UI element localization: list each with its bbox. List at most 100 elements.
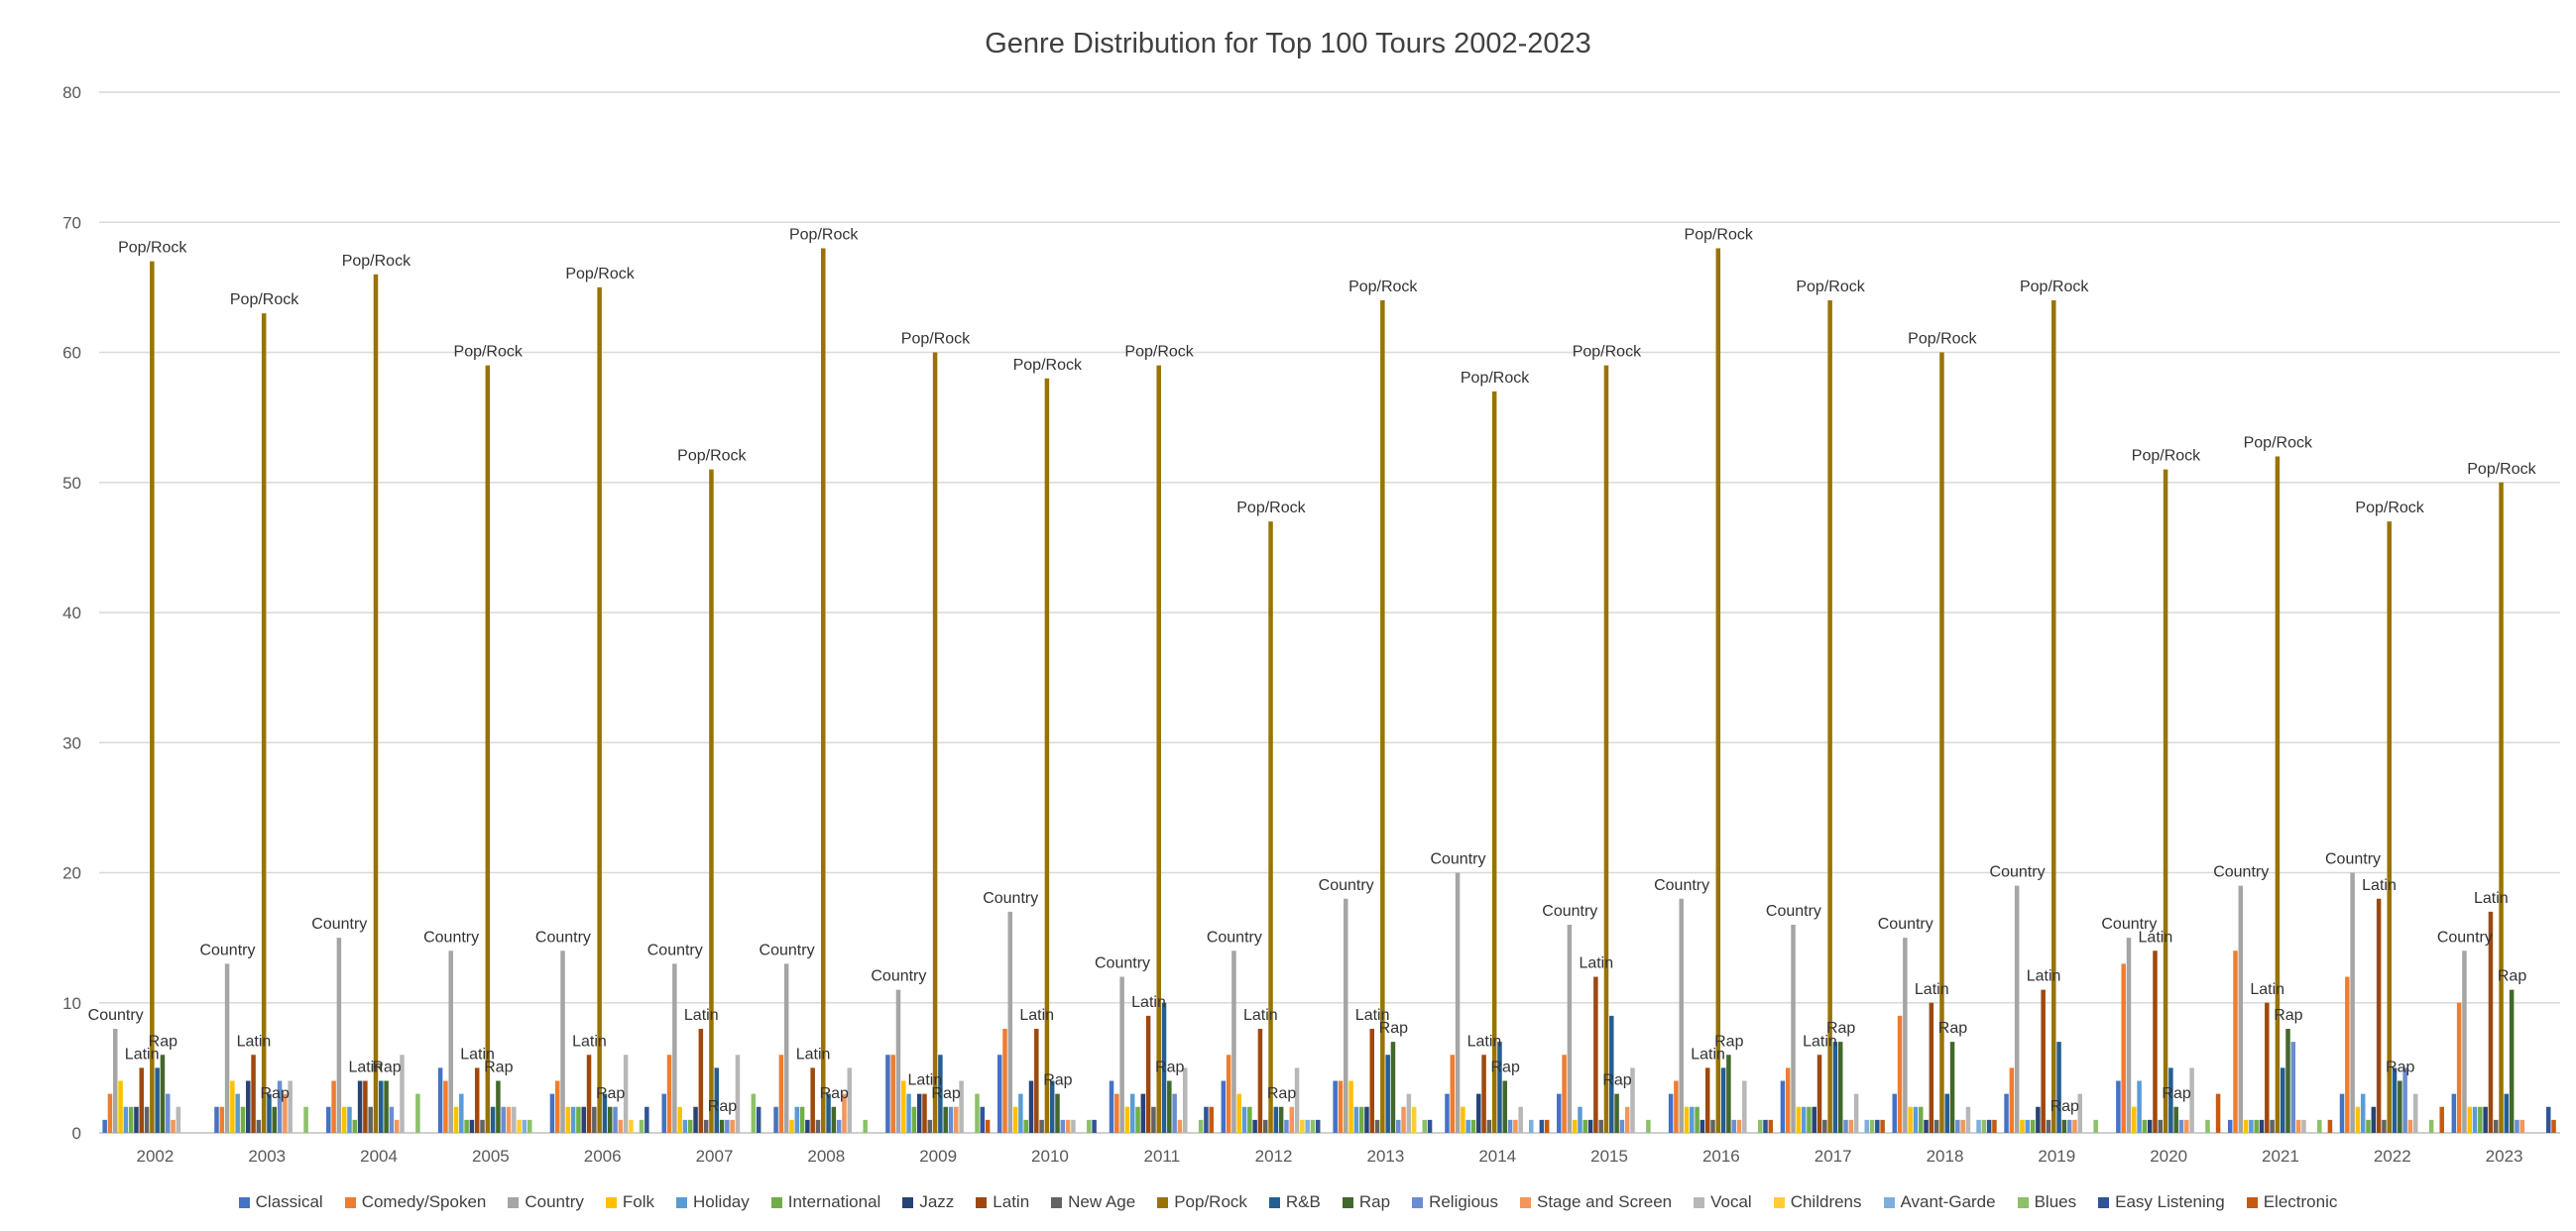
bar-r-b-2004 <box>379 1080 384 1133</box>
bar-r-b-2009 <box>938 1055 943 1133</box>
bar-folk-2015 <box>1572 1119 1578 1133</box>
data-label-pop-rock-2023: Pop/Rock <box>2467 461 2536 478</box>
data-label-country-2018: Country <box>1878 916 1933 933</box>
data-label-country-2011: Country <box>1095 955 1150 972</box>
data-label-latin-2011: Latin <box>1131 994 1166 1011</box>
bar-religious-2012 <box>1284 1119 1289 1133</box>
bar-pop-rock-2003 <box>261 313 267 1133</box>
bar-jazz-2007 <box>693 1106 698 1133</box>
bar-holiday-2019 <box>2025 1119 2031 1133</box>
bar-folk-2011 <box>1124 1106 1130 1133</box>
bar-country-2019 <box>2014 885 2020 1133</box>
data-label-pop-rock-2021: Pop/Rock <box>2244 435 2313 452</box>
bar-international-2023 <box>2478 1106 2483 1133</box>
bar-new-age-2015 <box>1598 1119 1603 1133</box>
data-label-rap-2009: Rap <box>931 1085 960 1102</box>
bar-international-2003 <box>240 1106 246 1133</box>
legend-swatch <box>902 1196 914 1208</box>
bar-blues-2012 <box>1310 1119 1316 1133</box>
bar-latin-2012 <box>1257 1029 1263 1133</box>
bar-stage-and-screen-2008 <box>842 1093 847 1133</box>
bar-easy-listening-2010 <box>1092 1119 1097 1133</box>
data-label-country-2007: Country <box>647 942 703 958</box>
bar-jazz-2008 <box>805 1119 810 1133</box>
data-label-latin-2018: Latin <box>1915 981 1949 998</box>
data-label-country-2005: Country <box>423 929 479 946</box>
bar-rap-2018 <box>1949 1042 1955 1133</box>
data-label-country-2006: Country <box>535 929 591 946</box>
data-label-pop-rock-2007: Pop/Rock <box>677 448 747 465</box>
bar-country-2008 <box>783 963 789 1133</box>
legend-label: New Age <box>1068 1192 1136 1211</box>
bar-holiday-2015 <box>1578 1106 1582 1133</box>
bar-r-b-2019 <box>2056 1042 2061 1133</box>
bar-latin-2019 <box>2041 989 2046 1133</box>
bar-latin-2020 <box>2153 951 2158 1133</box>
bar-rap-2017 <box>1837 1042 1843 1133</box>
x-tick-label: 2007 <box>696 1147 734 1166</box>
data-label-pop-rock-2015: Pop/Rock <box>1573 344 1642 361</box>
bar-folk-2009 <box>901 1080 906 1133</box>
bar-classical-2016 <box>1668 1093 1674 1133</box>
bar-rap-2005 <box>496 1080 501 1133</box>
bar-avant-garde-2014 <box>1529 1119 1534 1133</box>
legend-label: International <box>787 1192 881 1211</box>
bar-holiday-2003 <box>235 1093 240 1133</box>
legend-item-classical: Classical <box>238 1192 323 1212</box>
bar-holiday-2002 <box>123 1106 129 1133</box>
data-label-pop-rock-2022: Pop/Rock <box>2355 500 2424 516</box>
bar-comedy-spoken-2021 <box>2233 951 2238 1133</box>
legend-label: R&B <box>1285 1192 1321 1211</box>
data-label-country-2009: Country <box>871 968 926 985</box>
bar-comedy-spoken-2008 <box>778 1055 784 1133</box>
bar-religious-2018 <box>1955 1119 1960 1133</box>
legend-label: Easy Listening <box>2115 1192 2225 1211</box>
legend-item-jazz: Jazz <box>902 1192 954 1212</box>
data-label-rap-2021: Rap <box>2274 1007 2302 1024</box>
bar-comedy-spoken-2010 <box>1002 1029 1007 1133</box>
bar-folk-2002 <box>118 1080 123 1133</box>
data-label-country-2019: Country <box>1990 864 2046 881</box>
bar-folk-2007 <box>677 1106 682 1133</box>
bar-pop-rock-2011 <box>1156 365 1161 1133</box>
bar-pop-rock-2017 <box>1827 300 1832 1133</box>
bar-holiday-2010 <box>1018 1093 1023 1133</box>
bar-rap-2011 <box>1167 1080 1172 1133</box>
bar-folk-2010 <box>1012 1106 1018 1133</box>
bar-vocal-2017 <box>1853 1093 1859 1133</box>
bar-r-b-2023 <box>2504 1093 2510 1133</box>
x-tick-label: 2012 <box>1255 1147 1293 1166</box>
bar-international-2022 <box>2366 1119 2371 1133</box>
bar-holiday-2004 <box>347 1106 352 1133</box>
bar-r-b-2006 <box>602 1093 608 1133</box>
bar-blues-2006 <box>639 1119 644 1133</box>
data-label-rap-2004: Rap <box>372 1060 401 1076</box>
bar-religious-2009 <box>948 1106 954 1133</box>
bar-comedy-spoken-2006 <box>554 1080 560 1133</box>
bar-new-age-2016 <box>1710 1119 1715 1133</box>
bar-stage-and-screen-2010 <box>1065 1119 1071 1133</box>
bar-folk-2013 <box>1348 1080 1353 1133</box>
bar-holiday-2023 <box>2472 1106 2478 1133</box>
bar-stage-and-screen-2005 <box>506 1106 512 1133</box>
x-tick-label: 2020 <box>2150 1147 2187 1166</box>
bar-new-age-2018 <box>1933 1119 1939 1133</box>
bar-new-age-2013 <box>1374 1119 1380 1133</box>
legend-label: Blues <box>2034 1192 2077 1211</box>
data-label-rap-2008: Rap <box>820 1085 849 1102</box>
data-label-country-2008: Country <box>760 942 815 958</box>
legend-label: Vocal <box>1710 1192 1752 1211</box>
bar-comedy-spoken-2013 <box>1338 1080 1344 1133</box>
bar-comedy-spoken-2005 <box>443 1080 448 1133</box>
bar-stage-and-screen-2016 <box>1736 1119 1742 1133</box>
legend-swatch <box>1773 1196 1785 1208</box>
bar-new-age-2022 <box>2382 1119 2387 1133</box>
bar-country-2014 <box>1455 872 1461 1133</box>
bar-blues-2011 <box>1198 1119 1204 1133</box>
bar-r-b-2010 <box>1049 1080 1055 1133</box>
bar-electronic-2014 <box>1544 1119 1550 1133</box>
bar-international-2008 <box>799 1106 805 1133</box>
bar-classical-2010 <box>996 1055 1002 1133</box>
legend-swatch <box>2246 1196 2258 1208</box>
legend-item-international: International <box>770 1192 881 1212</box>
